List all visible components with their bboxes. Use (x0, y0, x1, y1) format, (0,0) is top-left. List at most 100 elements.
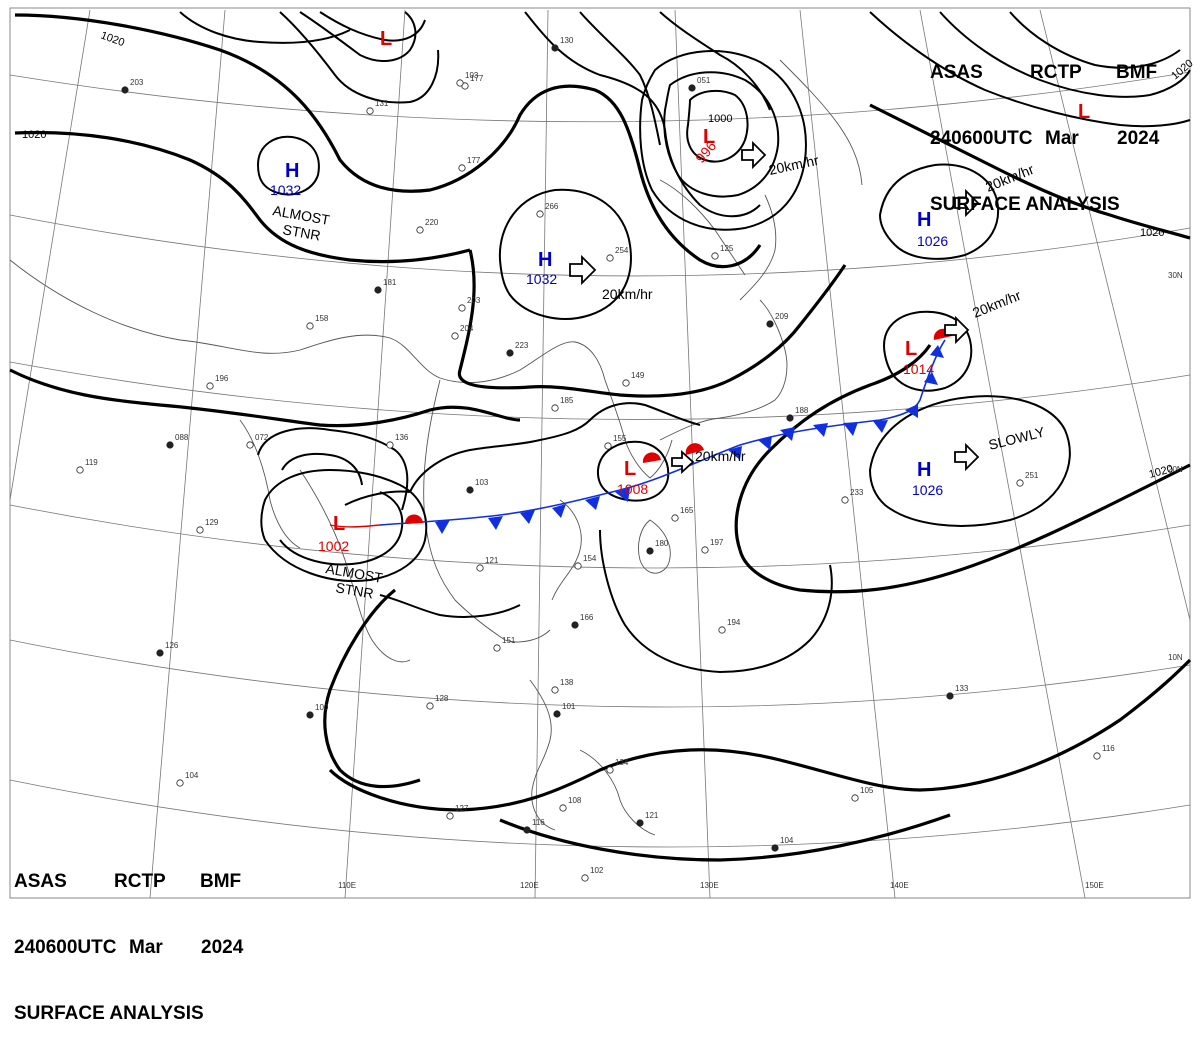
station-marker-icon (771, 844, 779, 852)
station-pressure-value: 158 (315, 314, 329, 323)
station-marker-icon (536, 210, 544, 218)
station-pressure-value: 126 (165, 641, 179, 650)
station-marker-icon (166, 441, 174, 449)
lat-label: 20N (1168, 465, 1183, 474)
surface-analysis-map: 110E 120E 130E 140E 150E 30N 20N 10N 102… (9, 7, 1196, 899)
low-symbol: L (1078, 101, 1090, 123)
high-centres: H 1032 H 1032 H 1026 H 1026 (270, 160, 948, 498)
station-marker-icon (76, 466, 84, 474)
low-symbol: L (333, 513, 345, 535)
header-title: SURFACE ANALYSIS (14, 1003, 204, 1024)
isobar-label: 1020 (1140, 227, 1164, 239)
station-pressure-value: 136 (395, 433, 409, 442)
lon-label: 140E (890, 881, 909, 890)
station-pressure-value: 220 (425, 218, 439, 227)
station-pressure-value: 104 (780, 836, 794, 845)
station-marker-icon (306, 711, 314, 719)
stationary-note: STNR (334, 579, 374, 601)
high-symbol: H (285, 160, 299, 182)
station-marker-icon (466, 486, 474, 494)
station-marker-icon (458, 164, 466, 172)
station-pressure-value: 203 (130, 78, 144, 87)
station-pressure-value: 196 (215, 374, 229, 383)
station-marker-icon (386, 441, 394, 449)
station-marker-icon (688, 84, 696, 92)
lon-label: 130E (700, 881, 719, 890)
isobar-label: 1000 (708, 113, 732, 125)
arrow-icon (671, 449, 695, 475)
station-marker-icon (636, 819, 644, 827)
station-marker-icon (451, 332, 459, 340)
header-agency: ASAS (14, 871, 67, 892)
lat-label: 30N (1168, 271, 1183, 280)
station-marker-icon (446, 812, 454, 820)
chart-header-top-right: ASAS RCTP BMF 240600UTC Mar 2024 SURFACE ANA… (930, 18, 1159, 238)
station-pressure-value: 131 (375, 99, 389, 108)
graticule (9, 9, 1191, 899)
station-marker-icon (206, 382, 214, 390)
station-pressure-value: 188 (795, 406, 809, 415)
station-pressure-value: 130 (560, 36, 574, 45)
station-pressure-value: 133 (955, 684, 969, 693)
station-marker-icon (671, 514, 679, 522)
station-marker-icon (506, 349, 514, 357)
low-pressure: 1008 (617, 481, 648, 497)
station-pressure-value: 051 (697, 76, 711, 85)
arrow-icon (954, 188, 980, 218)
station-marker-icon (718, 626, 726, 634)
station-marker-icon (374, 286, 382, 294)
station-marker-icon (306, 322, 314, 330)
low-symbol: L (703, 126, 715, 148)
chart-header-bottom-left: ASAS RCTP BMF 240600UTC Mar 2024 SURFACE ANA… (14, 827, 243, 1047)
station-marker-icon (606, 254, 614, 262)
station-pressure-value: 127 (455, 804, 469, 813)
high-pressure: 1032 (526, 271, 557, 287)
station-marker-icon (606, 766, 614, 774)
station-marker-icon (701, 546, 709, 554)
header-datetime: 240600UTC (930, 128, 1033, 149)
station-marker-icon (476, 564, 484, 572)
low-pressure: 1014 (903, 361, 934, 377)
station-pressure-value: 194 (727, 618, 741, 627)
arrow-icon (954, 442, 980, 472)
header-id: BMF (200, 871, 242, 892)
station-pressure-value: 204 (460, 324, 474, 333)
motion-label: 20km/hr (695, 448, 746, 464)
station-pressure-value: 108 (568, 796, 582, 805)
station-pressure-value: 223 (515, 341, 529, 350)
station-pressure-value: 181 (383, 278, 397, 287)
header-datetime: 240600UTC (14, 937, 117, 958)
station-pressure-value: 185 (560, 396, 574, 405)
header-id: BMF (1116, 62, 1158, 83)
station-marker-icon (559, 804, 567, 812)
warm-front-semicircles (404, 328, 952, 524)
high-pressure: 1026 (912, 482, 943, 498)
lat-label: 10N (1168, 653, 1183, 662)
station-marker-icon (1093, 752, 1101, 760)
high-symbol: H (917, 209, 931, 231)
station-pressure-value: 103 (475, 478, 489, 487)
cold-front-triangles (435, 345, 944, 534)
station-marker-icon (121, 86, 129, 94)
station-pressure-value: 209 (775, 312, 789, 321)
station-pressure-value: 197 (710, 538, 724, 547)
station-pressure-value: 149 (631, 371, 645, 380)
station-marker-icon (711, 252, 719, 260)
station-pressure-value: 116 (1102, 744, 1115, 753)
station-pressure-value: 154 (583, 554, 597, 563)
station-marker-icon (646, 547, 654, 555)
station-marker-icon (851, 794, 859, 802)
header-year: 2024 (1117, 128, 1160, 149)
header-origin: RCTP (114, 871, 166, 892)
station-marker-icon (551, 404, 559, 412)
axis-labels: 110E 120E 130E 140E 150E 30N 20N 10N (338, 271, 1183, 890)
station-pressure-value: 203 (467, 296, 481, 305)
station-pressure-value: 233 (850, 488, 864, 497)
station-marker-icon (523, 826, 531, 834)
station-pressure-value: 088 (175, 433, 189, 442)
station-marker-icon (574, 562, 582, 570)
station-marker-icon (946, 692, 954, 700)
station-marker-icon (456, 79, 464, 87)
station-marker-icon (571, 621, 579, 629)
station-marker-icon (366, 107, 374, 115)
